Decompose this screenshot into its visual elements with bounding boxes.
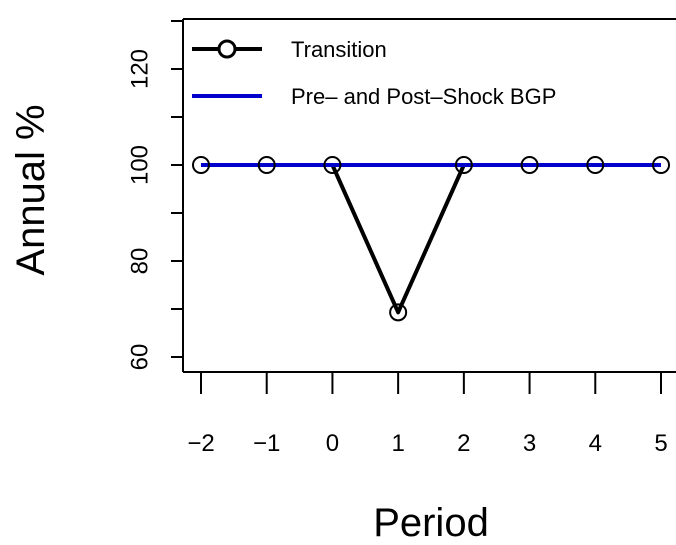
- y-axis-title: Annual %: [9, 104, 53, 275]
- transition-point-1: [257, 156, 276, 174]
- x-axis-title: Period: [373, 501, 489, 545]
- x-axis: −2 −1 0 1 2 3 4 5: [187, 372, 668, 457]
- x-tick-label-3: 1: [391, 430, 404, 457]
- y-tick-label-60: 60: [126, 344, 153, 371]
- x-tick-label-2: 0: [326, 430, 339, 457]
- x-tick-label-1: −1: [253, 430, 280, 457]
- transition-point-2: [323, 156, 342, 174]
- x-tick-label-0: −2: [187, 430, 214, 457]
- y-tick-label-80: 80: [126, 248, 153, 275]
- transition-point-3: [389, 303, 408, 322]
- transition-point-0: [192, 156, 210, 174]
- x-tick-label-4: 2: [457, 430, 470, 457]
- x-tick-label-6: 4: [589, 430, 602, 457]
- legend: Transition Pre– and Post–Shock BGP: [192, 37, 556, 109]
- legend-transition-marker: [217, 39, 237, 59]
- y-tick-label-120: 120: [126, 49, 153, 89]
- transition-point-6: [586, 156, 605, 174]
- legend-bgp-label: Pre– and Post–Shock BGP: [291, 84, 556, 109]
- y-tick-label-100: 100: [126, 145, 153, 185]
- x-tick-label-5: 3: [523, 430, 536, 457]
- series-layer: [192, 156, 670, 322]
- transition-point-7: [652, 156, 670, 174]
- y-axis: 60 80 100 120: [126, 20, 183, 371]
- transition-point-4: [454, 156, 473, 174]
- plot-frame: [182, 18, 676, 373]
- legend-transition-label: Transition: [291, 37, 387, 62]
- series-transition-line: [201, 163, 661, 315]
- transition-point-5: [520, 156, 539, 174]
- x-tick-label-7: 5: [654, 430, 667, 457]
